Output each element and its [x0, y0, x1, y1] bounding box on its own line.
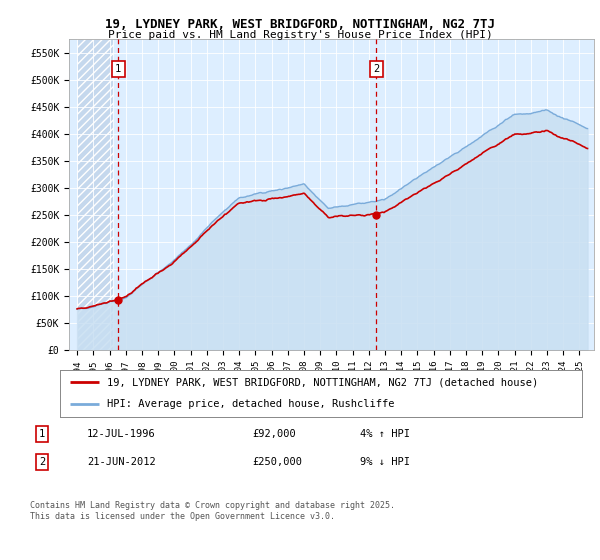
Text: £250,000: £250,000 — [252, 457, 302, 467]
Text: 1: 1 — [39, 429, 45, 439]
Text: HPI: Average price, detached house, Rushcliffe: HPI: Average price, detached house, Rush… — [107, 399, 394, 409]
Text: 9% ↓ HPI: 9% ↓ HPI — [360, 457, 410, 467]
Text: 4% ↑ HPI: 4% ↑ HPI — [360, 429, 410, 439]
Text: 19, LYDNEY PARK, WEST BRIDGFORD, NOTTINGHAM, NG2 7TJ (detached house): 19, LYDNEY PARK, WEST BRIDGFORD, NOTTING… — [107, 377, 538, 388]
Text: 12-JUL-1996: 12-JUL-1996 — [87, 429, 156, 439]
Text: 1: 1 — [115, 64, 121, 74]
Text: 21-JUN-2012: 21-JUN-2012 — [87, 457, 156, 467]
Text: 19, LYDNEY PARK, WEST BRIDGFORD, NOTTINGHAM, NG2 7TJ: 19, LYDNEY PARK, WEST BRIDGFORD, NOTTING… — [105, 18, 495, 31]
Text: Contains HM Land Registry data © Crown copyright and database right 2025.
This d: Contains HM Land Registry data © Crown c… — [30, 501, 395, 521]
Text: 2: 2 — [39, 457, 45, 467]
Text: Price paid vs. HM Land Registry's House Price Index (HPI): Price paid vs. HM Land Registry's House … — [107, 30, 493, 40]
Text: 2: 2 — [373, 64, 380, 74]
Text: £92,000: £92,000 — [252, 429, 296, 439]
